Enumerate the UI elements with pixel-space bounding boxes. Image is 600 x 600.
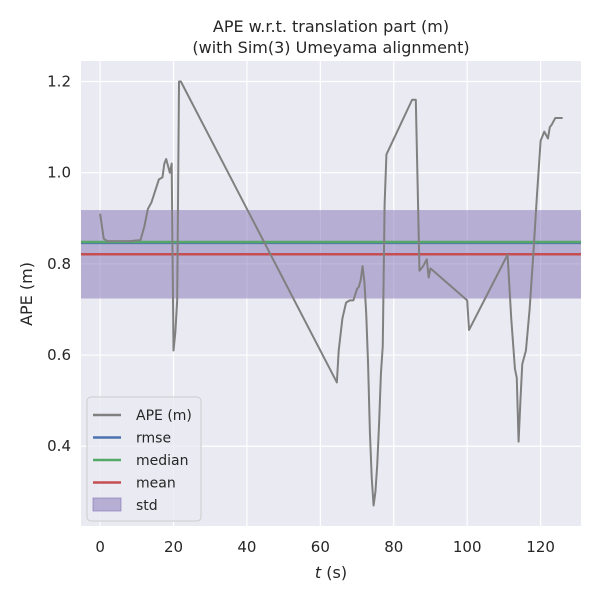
legend-label: mean <box>136 476 176 492</box>
y-axis-label: APE (m) <box>17 262 36 326</box>
x-tick-label: 100 <box>453 538 482 556</box>
reference-lines <box>81 240 581 256</box>
legend-label: std <box>136 498 158 514</box>
ape-series-line <box>99 80 563 507</box>
x-tick-label: 80 <box>384 538 403 556</box>
y-tick-label: 0.8 <box>47 255 71 273</box>
y-tick-label: 1.0 <box>47 164 71 182</box>
y-tick-label: 0.4 <box>47 437 71 455</box>
x-tick-label: 60 <box>311 538 330 556</box>
y-tick-label: 0.6 <box>47 346 71 364</box>
x-tick-label: 20 <box>164 538 183 556</box>
x-tick-label: 40 <box>237 538 256 556</box>
x-axis-label: t (s) <box>315 563 347 582</box>
chart-title-line-2: (with Sim(3) Umeyama alignment) <box>192 38 469 57</box>
legend-label: APE (m) <box>136 408 192 424</box>
legend-box <box>86 396 202 522</box>
x-tick-label: 0 <box>95 538 105 556</box>
chart-title-line-1: APE w.r.t. translation part (m) <box>213 17 449 36</box>
legend-label: rmse <box>136 431 171 447</box>
x-tick-label: 120 <box>526 538 555 556</box>
tick-labels: 0 20 40 60 80 100 120 0.4 0.6 0.8 1.0 1.2 <box>47 73 555 556</box>
legend-swatch-std <box>92 497 122 512</box>
y-tick-label: 1.2 <box>47 73 71 91</box>
legend: APE (m) rmse median mean std <box>86 396 202 522</box>
legend-label: median <box>136 453 188 469</box>
